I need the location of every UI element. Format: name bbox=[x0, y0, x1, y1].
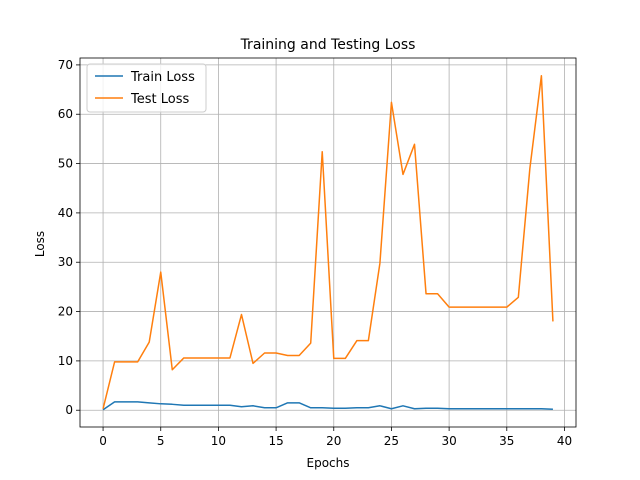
y-tick-label: 10 bbox=[58, 354, 73, 368]
chart-title: Training and Testing Loss bbox=[240, 37, 416, 53]
x-tick-label: 20 bbox=[326, 434, 341, 448]
x-axis-label: Epochs bbox=[307, 456, 350, 470]
grid bbox=[80, 58, 576, 427]
y-tick-label: 60 bbox=[58, 107, 73, 121]
axis-ticks: 0 5 10 15 20 25 30 35 40 0 10 20 30 40 50 60 70 bbox=[58, 58, 572, 448]
series-lines bbox=[102, 75, 554, 411]
y-tick-label: 50 bbox=[58, 157, 73, 171]
y-tick-label: 0 bbox=[65, 403, 73, 417]
y-tick-label: 40 bbox=[58, 206, 73, 220]
legend-label-test-loss: Test Loss bbox=[130, 92, 189, 107]
x-tick-label: 30 bbox=[441, 434, 456, 448]
y-axis-label: Loss bbox=[33, 231, 47, 257]
x-tick-label: 5 bbox=[157, 434, 165, 448]
x-tick-label: 10 bbox=[211, 434, 226, 448]
x-tick-label: 35 bbox=[499, 434, 514, 448]
x-tick-label: 25 bbox=[384, 434, 399, 448]
x-tick-label: 40 bbox=[557, 434, 572, 448]
series-line-test-loss bbox=[102, 75, 554, 409]
legend: Train Loss Test Loss bbox=[86, 63, 207, 113]
y-tick-label: 70 bbox=[58, 58, 73, 72]
y-tick-label: 30 bbox=[58, 255, 73, 269]
y-tick-label: 20 bbox=[58, 305, 73, 319]
series-line-train-loss bbox=[102, 401, 553, 411]
plot-frame bbox=[79, 57, 577, 428]
x-tick-label: 15 bbox=[268, 434, 283, 448]
legend-label-train-loss: Train Loss bbox=[130, 70, 195, 85]
x-tick-label: 0 bbox=[99, 434, 107, 448]
